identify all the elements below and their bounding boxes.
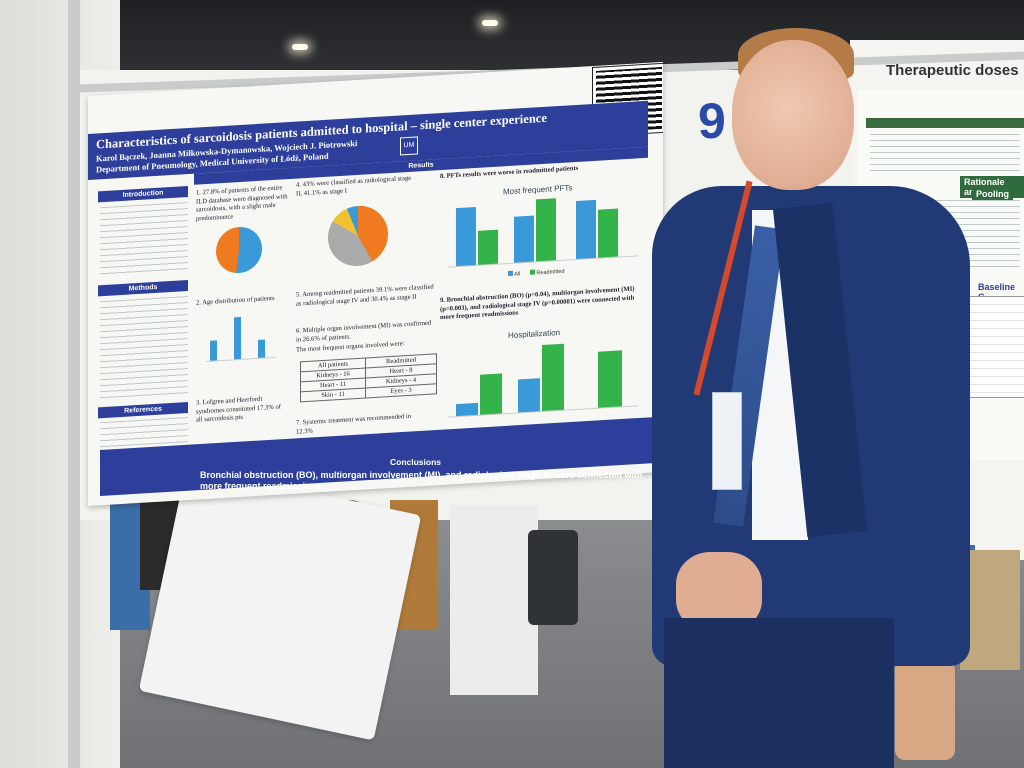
hosp-bar: [480, 373, 502, 415]
hospitalization-chart-title: Hospitalization: [508, 327, 561, 341]
sex-pie-chart: [216, 225, 262, 275]
result-9: 9. Bronchial obstruction (BO) (p=0.04), …: [440, 285, 635, 322]
person-background: [960, 550, 1020, 670]
pfts-bar: [576, 199, 596, 260]
pfts-chart-title: Most frequent PFTs: [503, 183, 573, 197]
result-1: 1. 27.8% of patients of the entire ILD d…: [196, 184, 288, 223]
result-4: 4. 43% were classified as radiological s…: [296, 174, 412, 198]
neighbor-section-label: Pooling: [972, 188, 1013, 200]
hosp-bar: [456, 402, 478, 417]
name-badge: [712, 392, 742, 490]
person-background: [450, 505, 538, 695]
legend-swatch-all: [508, 270, 513, 277]
trousers: [664, 618, 894, 768]
legend-all: All: [514, 271, 521, 278]
ceiling-light: [292, 44, 308, 50]
frame-post: [68, 0, 80, 768]
hospitalization-chart: [448, 335, 638, 418]
result-3: 3. Lofgren and Heerfordt syndromes const…: [196, 395, 281, 424]
section-references: References: [98, 402, 188, 419]
section-methods: Methods: [98, 280, 188, 297]
hosp-bar: [542, 343, 564, 412]
board-number: 9: [698, 93, 726, 149]
neighbor-poster-title: Therapeutic doses: [886, 62, 1019, 79]
paper-bag: [138, 465, 422, 741]
conclusion-text: Bronchial obstruction (BO), multiorgan i…: [200, 470, 643, 491]
person-background: [895, 660, 955, 760]
pfts-bar: [456, 206, 476, 267]
result-5: 5. Among readmitted patients 39.1% were …: [296, 283, 434, 308]
hosp-bar: [598, 350, 622, 408]
legend-swatch-readmitted: [529, 269, 535, 275]
pfts-legend: All Readmitted: [508, 268, 565, 278]
bag: [528, 530, 578, 625]
neighbor-table: [966, 296, 1024, 398]
presenter-face: [732, 40, 854, 190]
introduction-text: [100, 202, 188, 278]
age-bar: [258, 339, 265, 358]
university-logo-icon: UM: [400, 136, 418, 156]
neighbor-section-bar: [866, 118, 1024, 128]
stage-pie-chart: [328, 204, 388, 268]
pfts-bar: [598, 208, 618, 258]
age-bar: [210, 340, 217, 361]
methods-text: [100, 296, 188, 402]
pfts-bar: [536, 198, 556, 262]
section-introduction: Introduction: [98, 186, 188, 203]
ceiling-light: [482, 20, 498, 26]
result-2: 2. Age distribution of patients: [196, 294, 275, 307]
pfts-bar: [514, 215, 534, 263]
age-bar: [234, 316, 241, 360]
neighbor-poster-text: [870, 134, 1020, 174]
hosp-bar: [518, 378, 540, 413]
organ-table: All patients Readmitted Kidneys - 16 Hea…: [300, 353, 437, 402]
legend-readmitted: Readmitted: [536, 268, 565, 277]
pfts-bar: [478, 229, 498, 265]
age-chart: [206, 312, 276, 362]
conclusions-label: Conclusions: [390, 457, 442, 467]
pfts-chart: [448, 191, 638, 268]
